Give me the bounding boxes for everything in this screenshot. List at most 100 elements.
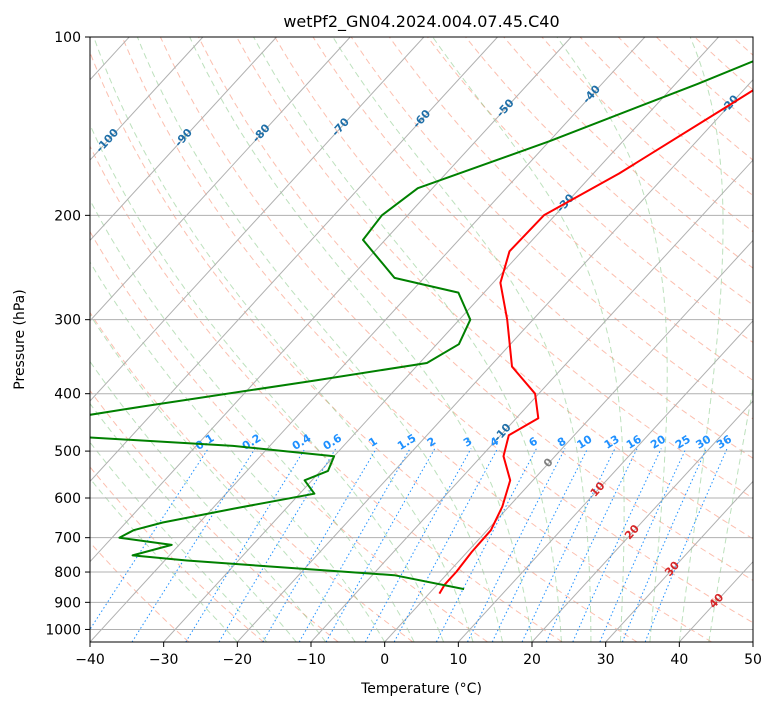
dry-adiabat-line — [90, 50, 638, 642]
dry-adiabat-line — [694, 37, 753, 91]
mixing-ratio-label: 0.1 — [193, 431, 216, 452]
dry-adiabat-line — [427, 37, 753, 344]
isotherm-line — [752, 641, 753, 642]
x-tick-label: 30 — [597, 652, 615, 668]
mixing-ratio-line — [644, 448, 728, 642]
isotherm-line — [90, 37, 351, 322]
isotherm-line — [90, 37, 572, 563]
dewpoint-profile-line — [90, 60, 753, 591]
dry-adiabat-line — [350, 37, 753, 420]
moist-adiabat-line — [189, 37, 533, 642]
x-tick-label: −40 — [75, 652, 105, 668]
mixing-ratio-label: 6 — [527, 434, 541, 449]
y-tick-label: 900 — [54, 595, 81, 611]
x-tick-label: −10 — [296, 652, 326, 668]
isotherm-line — [90, 37, 425, 402]
dry-adiabat-line — [90, 541, 190, 642]
mixing-ratio-line — [599, 448, 687, 642]
isotherm-line — [531, 400, 753, 642]
mixing-ratio-line — [521, 448, 616, 642]
mixing-ratio-line — [131, 448, 256, 642]
x-tick-label: 10 — [449, 652, 467, 668]
x-tick-label: 40 — [670, 652, 688, 668]
isotherm-line — [236, 79, 753, 642]
mixing-ratio-label: 8 — [555, 435, 568, 450]
mixing-ratio-line — [298, 448, 411, 642]
x-axis-title: Temperature (°C) — [360, 681, 482, 697]
x-tick-label: −30 — [149, 652, 179, 668]
x-tick-label: −20 — [223, 652, 253, 668]
y-tick-label: 700 — [54, 531, 81, 547]
mixing-ratio-line — [435, 448, 537, 642]
mixing-ratio-label: 10 — [575, 432, 595, 451]
mixing-ratio-line — [185, 448, 306, 642]
moist-adiabat-line — [90, 199, 415, 642]
mixing-ratio-line — [545, 448, 638, 642]
background-lines — [90, 37, 775, 642]
dry-adiabat-line — [771, 37, 775, 642]
isotherm-line — [163, 37, 719, 642]
mixing-ratio-label: 1.5 — [395, 431, 418, 452]
dry-adiabat-line — [198, 37, 753, 581]
moist-adiabat-line — [432, 37, 625, 642]
moist-adiabat-line — [93, 37, 474, 642]
mixing-ratio-label: 1 — [366, 435, 379, 450]
dry-adiabat-line — [312, 37, 753, 459]
mixing-ratio-line — [467, 448, 566, 642]
moist-adiabat-line — [90, 360, 327, 642]
y-tick-label: 500 — [54, 444, 81, 460]
moist-adiabat-line — [678, 37, 724, 642]
moist-adiabat-line — [90, 402, 297, 642]
dry-adiabat-line — [90, 145, 563, 642]
y-tick-label: 800 — [54, 565, 81, 581]
dry-adiabat-line — [274, 37, 753, 499]
mixing-ratio-line — [572, 448, 662, 642]
mixing-ratio-label: 3 — [461, 435, 474, 450]
isotherm-line — [90, 37, 277, 242]
moist-adiabat-line — [708, 385, 753, 642]
x-tick-label: 50 — [744, 652, 762, 668]
isopleth-labels: 0.1 0.2 0.4 0.6 1 1.5 2 3 4 6 8 10 13 16 20 25 30 36-100-… — [93, 82, 741, 610]
y-tick-label: 200 — [54, 208, 81, 224]
dry-adiabat-line — [541, 37, 753, 233]
moist-adiabat-line — [90, 441, 268, 642]
isotherm-line — [90, 37, 204, 161]
mixing-ratio-line — [491, 448, 589, 642]
dry-adiabat-line — [90, 389, 339, 642]
moist-adiabat-line — [90, 261, 386, 642]
x-tick-label: 0 — [380, 652, 389, 668]
mixing-ratio-label: 30 — [693, 432, 713, 451]
grid-lines — [90, 37, 753, 642]
y-axis-title: Pressure (hPa) — [12, 289, 28, 389]
dry-adiabat-line — [90, 466, 264, 642]
moist-adiabat-line — [90, 477, 238, 642]
profile-lines — [90, 60, 753, 595]
x-tick-label: 20 — [523, 652, 541, 668]
mixing-ratio-label: 25 — [673, 433, 693, 452]
moist-adiabat-line — [556, 37, 668, 642]
dry-adiabat-line — [656, 37, 753, 126]
isotherm-line — [90, 37, 498, 483]
y-tick-label: 100 — [54, 30, 81, 46]
mixing-ratio-line — [90, 448, 209, 631]
mixing-ratio-label: 16 — [624, 432, 644, 451]
dry-adiabat-line — [159, 37, 753, 624]
plot-frame — [89, 36, 754, 643]
isotherm-line — [90, 37, 646, 642]
moist-adiabat-line — [332, 37, 592, 642]
isotherm-line — [605, 480, 753, 642]
y-tick-label: 600 — [54, 491, 81, 507]
mixing-ratio-label: 0.4 — [290, 431, 314, 453]
y-axis: 100 200 300 400 500 600 700 800 900 1000 — [45, 30, 90, 638]
y-tick-label: 300 — [54, 313, 81, 329]
isotherm-line — [310, 159, 753, 642]
dry-adiabat-line — [388, 37, 753, 382]
x-axis: −40 −30 −20 −10 0 10 20 30 40 50 — [75, 642, 762, 668]
moist-adiabat-line — [90, 313, 356, 642]
dry-adiabat-line — [90, 230, 488, 642]
y-tick-label: 1000 — [45, 622, 81, 638]
mixing-ratio-label: 2 — [425, 435, 438, 450]
moist-adiabat-line — [90, 123, 445, 642]
mixing-ratio-label: 0.6 — [321, 431, 345, 453]
chart-title: wetPf2_GN04.2024.004.07.45.C40 — [283, 12, 559, 32]
